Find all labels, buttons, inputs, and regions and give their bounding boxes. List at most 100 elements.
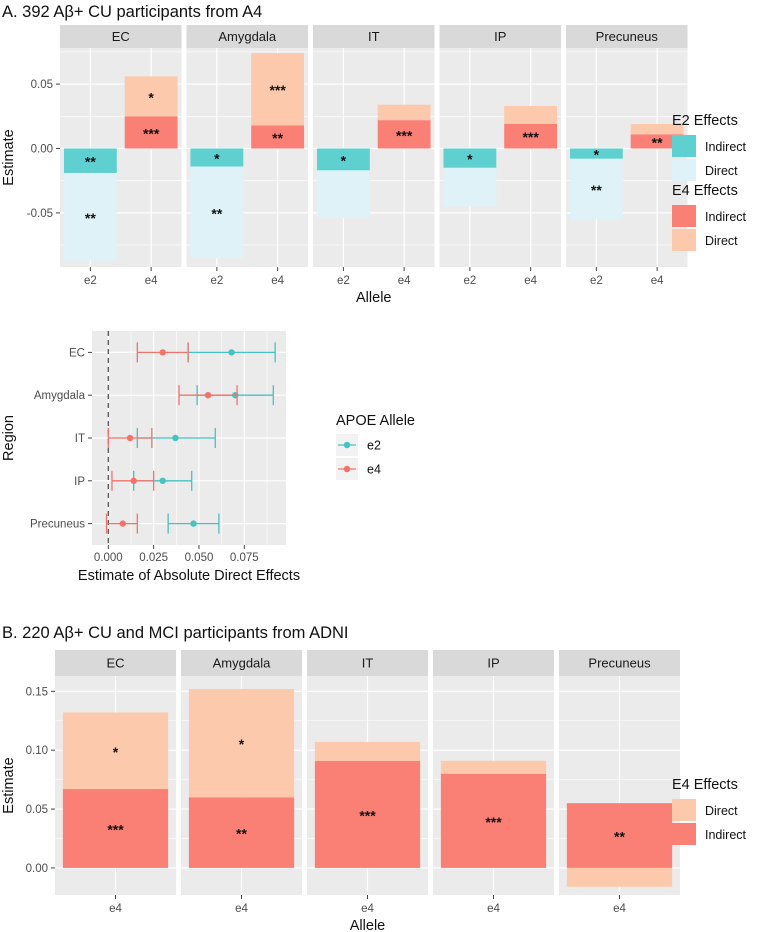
x-tick-label: e2 (84, 275, 97, 287)
y-tick-label: 0.05 (31, 79, 53, 91)
bar-ip-e4-direct (504, 105, 558, 125)
point-e4-ec (159, 349, 166, 356)
significance-label-ip-e2-indirect: * (467, 151, 473, 167)
x-tick-label: e4 (398, 275, 411, 287)
legend-label-e4-indirect: Indirect (705, 828, 747, 842)
point-e4-ip (130, 477, 137, 484)
bar-ec-e4-direct (62, 712, 169, 790)
bar-it-e2-direct (316, 170, 370, 219)
facet-strip-ec (55, 650, 176, 676)
facet-label-ip: IP (494, 29, 506, 44)
legend-label-e4-direct: Direct (705, 234, 738, 248)
significance-label-ec-e2-direct: ** (85, 210, 96, 226)
significance-label-it-e2-indirect: * (341, 152, 347, 168)
facet-strip-precuneus (559, 650, 680, 676)
bar-amygdala-e4-indirect (188, 797, 295, 868)
x-tick-label: e2 (463, 275, 476, 287)
x-tick-label: 0.075 (230, 552, 259, 564)
panel-a-forest-plot: EC Amygdala IT IP Precuneus 0.000 0.025 0.050 0.… (1, 331, 415, 584)
significance-label-precuneus-e4-indirect: ** (614, 829, 625, 845)
x-tick-label: e4 (235, 903, 248, 915)
bar-it-e4-indirect (314, 760, 421, 868)
x-axis-title: Allele (350, 918, 385, 932)
bar-ec-e2-direct (63, 172, 117, 261)
significance-label-precuneus-e2-indirect: * (594, 147, 600, 163)
point-e4-precuneus (119, 520, 127, 527)
significance-label-ec-e4-indirect: *** (143, 125, 160, 141)
y-axis-title: Estimate (1, 757, 17, 813)
significance-label-ec-e4-direct: * (148, 89, 154, 105)
facet-label-amygdala: Amygdala (213, 656, 272, 671)
significance-label-it-e4-indirect: *** (396, 127, 413, 143)
bar-ec-e4-direct (124, 76, 178, 117)
significance-label-ec-e2-indirect: ** (85, 154, 96, 170)
bar-amygdala-e4-indirect (251, 125, 305, 149)
facet-label-it: IT (368, 29, 380, 44)
legend-key-e4-indirect (672, 823, 696, 845)
bar-it-e4-indirect (377, 120, 431, 149)
legend-label-e2-indirect: Indirect (705, 140, 747, 154)
point-e2-it (172, 434, 179, 442)
significance-label-amygdala-e2-direct: ** (211, 205, 222, 221)
legend-label-e2-direct: Direct (705, 164, 738, 178)
y-tick-label: 0.05 (26, 804, 48, 816)
panel-b-title: B. 220 Aβ+ CU and MCI participants from … (2, 624, 349, 642)
point-e4-it (126, 434, 134, 442)
y-tick-label-ip: IP (74, 476, 85, 488)
x-tick-label: e4 (651, 275, 664, 287)
facet-label-it: IT (362, 656, 374, 671)
legend-title-apoe-allele: APOE Allele (336, 413, 415, 429)
legend-label-e4: e4 (367, 463, 381, 477)
x-tick-label: e4 (613, 903, 626, 915)
bar-amygdala-e4-direct (251, 53, 305, 126)
facet-strip-it (307, 650, 428, 676)
x-tick-label: e2 (210, 275, 223, 287)
significance-label-amygdala-e4-indirect: ** (272, 130, 283, 146)
legend-key-e2-direct (672, 159, 696, 181)
legend-key-point-e2 (343, 441, 351, 449)
bar-precuneus-e2-direct (569, 158, 623, 220)
x-tick-label: e4 (361, 903, 374, 915)
bar-ip-e4-direct (440, 760, 547, 774)
legend-label-e2: e2 (367, 439, 381, 453)
significance-label-precuneus-e2-direct: ** (591, 182, 602, 198)
facet-strip-amygdala (181, 650, 302, 676)
bar-precuneus-e2-indirect (569, 148, 623, 159)
bar-ec-e2-indirect (63, 148, 117, 173)
significance-label-precuneus-e4-indirect: ** (652, 134, 663, 150)
point-e4-amygdala (204, 392, 212, 399)
legend-key-point-e4 (343, 465, 351, 473)
significance-label-it-e4-indirect: *** (359, 807, 376, 823)
facet-strip-amygdala (186, 25, 308, 48)
significance-label-amygdala-e4-direct: * (239, 736, 245, 752)
panel-a-title: A. 392 Aβ+ CU participants from A4 (2, 3, 262, 21)
bar-it-e4-direct (314, 741, 421, 761)
bar-ec-e4-indirect (62, 789, 169, 868)
bar-it-e4-direct (377, 104, 431, 121)
significance-label-amygdala-e2-indirect: * (214, 151, 220, 167)
facet-strip-ec (60, 25, 182, 48)
y-tick-label: 0.15 (26, 686, 48, 698)
legend-title-e4-effects: E4 Effects (672, 183, 738, 199)
bar-precuneus-e4-direct (566, 867, 673, 887)
facet-strip-precuneus (566, 25, 688, 48)
bar-amygdala-e2-indirect (190, 148, 244, 167)
significance-label-ec-e4-indirect: *** (107, 821, 124, 837)
x-tick-label: 0.000 (94, 552, 123, 564)
legend-key-e2-indirect (672, 135, 696, 157)
legend-label-e4-indirect: Indirect (705, 210, 747, 224)
facet-label-ec: EC (106, 656, 124, 671)
bar-precuneus-e4-indirect (630, 134, 684, 149)
bar-amygdala-e4-direct (188, 688, 295, 798)
y-tick-label: 0.10 (26, 745, 48, 757)
point-e2-ec (228, 349, 235, 356)
y-axis-title: Estimate (1, 129, 17, 185)
y-tick-label-ec: EC (69, 347, 85, 359)
facet-label-ec: EC (112, 29, 130, 44)
x-axis-title: Estimate of Absolute Direct Effects (78, 568, 300, 584)
point-e2-ip (159, 477, 166, 484)
point-e2-precuneus (190, 520, 197, 527)
facet-label-amygdala: Amygdala (218, 29, 277, 44)
